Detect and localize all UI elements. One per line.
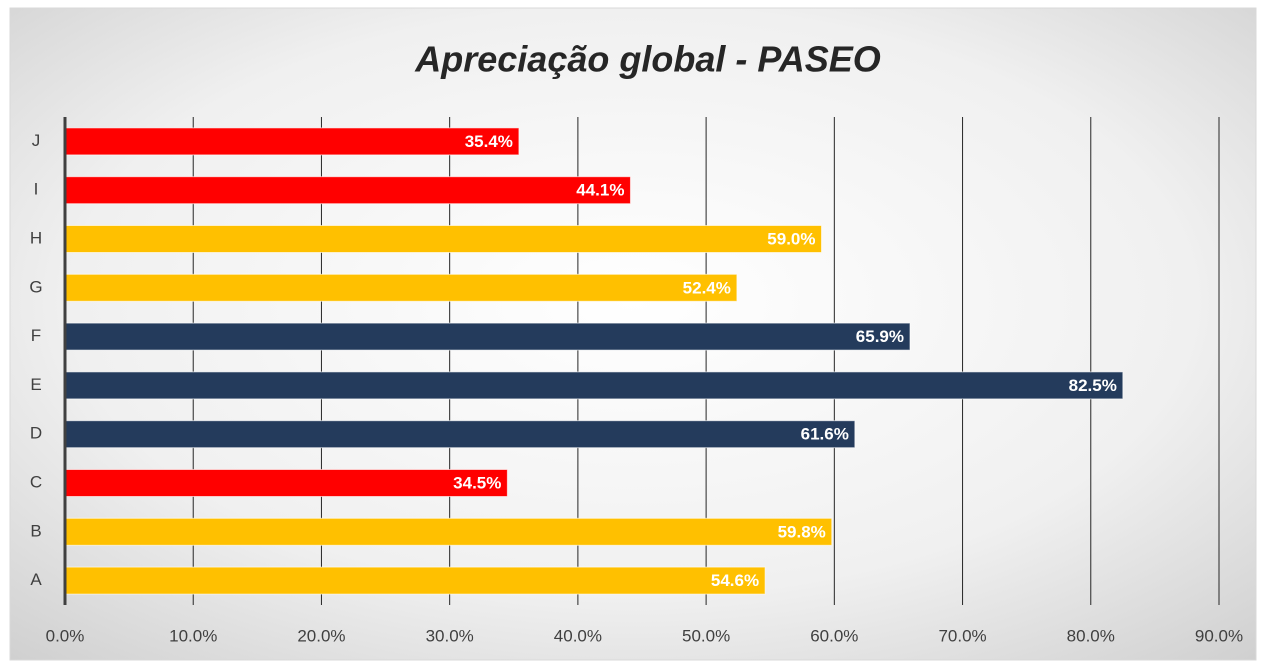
bar <box>64 322 911 351</box>
y-tick-label: J <box>32 131 41 150</box>
chart-title: Apreciação global - PASEO <box>414 39 880 80</box>
bar <box>64 176 631 205</box>
bar <box>64 225 823 253</box>
y-tick-label: C <box>30 472 42 491</box>
y-tick-label: G <box>29 277 42 296</box>
x-tick-label: 60.0% <box>810 626 858 645</box>
value-label: 34.5% <box>453 473 501 492</box>
value-label: 65.9% <box>856 327 904 346</box>
value-label: 61.6% <box>801 425 849 444</box>
value-label: 52.4% <box>683 278 731 297</box>
y-tick-label: E <box>30 375 41 394</box>
x-tick-label: 50.0% <box>682 626 730 645</box>
x-tick-label: 70.0% <box>938 626 986 645</box>
x-tick-label: 0.0% <box>46 626 85 645</box>
bar <box>64 469 508 497</box>
value-label: 82.5% <box>1069 376 1117 395</box>
y-tick-label: I <box>34 180 39 199</box>
bar <box>64 273 738 302</box>
value-label: 44.1% <box>576 181 624 200</box>
x-tick-label: 30.0% <box>426 626 474 645</box>
y-tick-label: A <box>30 570 42 589</box>
y-tick-label: B <box>30 521 41 540</box>
bar <box>64 371 1124 400</box>
y-tick-label: F <box>31 326 41 345</box>
bar <box>64 517 833 546</box>
y-tick-label: D <box>30 424 42 443</box>
value-label: 59.0% <box>767 229 815 248</box>
x-tick-label: 40.0% <box>554 626 602 645</box>
x-tick-label: 90.0% <box>1195 626 1243 645</box>
x-tick-label: 20.0% <box>297 626 345 645</box>
value-label: 54.6% <box>711 571 759 590</box>
value-label: 35.4% <box>465 132 513 151</box>
bar <box>64 566 766 595</box>
bar <box>64 420 856 449</box>
y-tick-label: H <box>30 228 42 247</box>
x-tick-label: 80.0% <box>1067 626 1115 645</box>
bar <box>64 127 520 156</box>
value-label: 59.8% <box>778 522 826 541</box>
x-tick-label: 10.0% <box>169 626 217 645</box>
